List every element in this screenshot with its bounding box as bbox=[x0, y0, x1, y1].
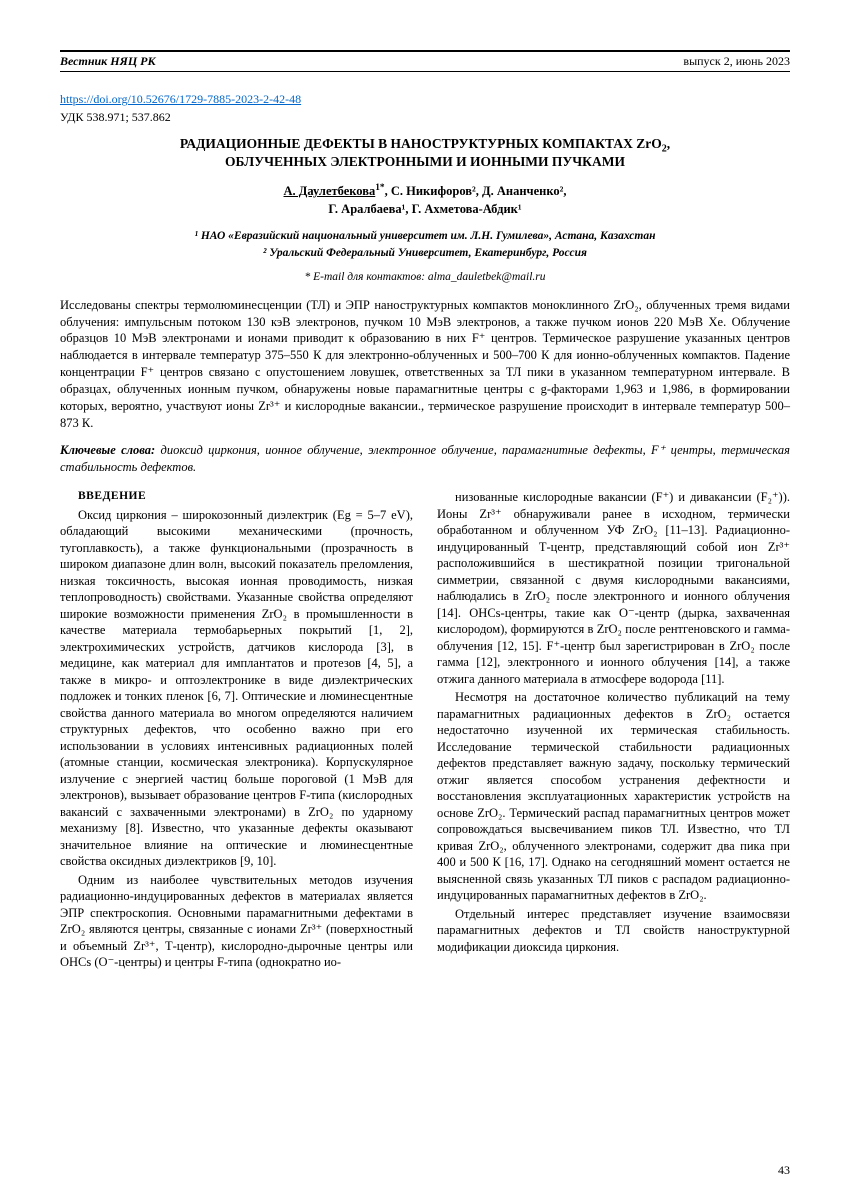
abstract: Исследованы спектры термолюминесценции (… bbox=[60, 297, 790, 432]
title-line-1: РАДИАЦИОННЫЕ ДЕФЕКТЫ В НАНОСТРУКТУРНЫХ К… bbox=[180, 136, 662, 151]
paragraph-5: Отдельный интерес представляет изучение … bbox=[437, 906, 790, 956]
lead-author: А. Даулетбекова bbox=[284, 184, 376, 198]
paragraph-3: низованные кислородные вакансии (F⁺) и д… bbox=[437, 489, 790, 687]
contact-email: * E-mail для контактов: alma_dauletbek@m… bbox=[60, 271, 790, 283]
title-sub: 2 bbox=[662, 144, 667, 155]
paragraph-4: Несмотря на достаточное количество публи… bbox=[437, 689, 790, 904]
email-label: * E-mail для контактов: bbox=[304, 271, 427, 283]
page-number: 43 bbox=[778, 1163, 790, 1178]
page-header: Вестник НЯЦ РК выпуск 2, июнь 2023 bbox=[60, 50, 790, 72]
journal-name: Вестник НЯЦ РК bbox=[60, 54, 156, 69]
paragraph-1: Оксид циркония – широкозонный диэлектрик… bbox=[60, 507, 413, 870]
issue-info: выпуск 2, июнь 2023 bbox=[683, 54, 790, 69]
authors-line-2: Г. Аралбаева¹, Г. Ахметова-Абдик¹ bbox=[328, 202, 521, 216]
article-title: РАДИАЦИОННЫЕ ДЕФЕКТЫ В НАНОСТРУКТУРНЫХ К… bbox=[60, 135, 790, 171]
title-line-2: ОБЛУЧЕННЫХ ЭЛЕКТРОННЫМИ И ИОННЫМИ ПУЧКАМ… bbox=[225, 154, 625, 169]
authors-rest: , С. Никифоров², Д. Ананченко², bbox=[385, 184, 567, 198]
email-value: alma_dauletbek@mail.ru bbox=[428, 271, 546, 283]
affiliations: ¹ НАО «Евразийский национальный универси… bbox=[60, 228, 790, 260]
body-columns: ВВЕДЕНИЕ Оксид циркония – широкозонный д… bbox=[60, 489, 790, 970]
keywords-text: диоксид циркония, ионное облучение, элек… bbox=[60, 443, 790, 474]
section-heading: ВВЕДЕНИЕ bbox=[60, 489, 413, 504]
page: Вестник НЯЦ РК выпуск 2, июнь 2023 https… bbox=[0, 0, 850, 1202]
doi-block: https://doi.org/10.52676/1729-7885-2023-… bbox=[60, 90, 790, 108]
keywords: Ключевые слова: диоксид циркония, ионное… bbox=[60, 442, 790, 476]
affiliation-2: ² Уральский Федеральный Университет, Ека… bbox=[263, 247, 587, 259]
doi-link[interactable]: https://doi.org/10.52676/1729-7885-2023-… bbox=[60, 92, 301, 106]
udk: УДК 538.971; 537.862 bbox=[60, 110, 790, 125]
authors: А. Даулетбекова1*, С. Никифоров², Д. Ана… bbox=[60, 183, 790, 218]
paragraph-2: Одним из наиболее чувствительных методов… bbox=[60, 872, 413, 971]
affiliation-1: ¹ НАО «Евразийский национальный универси… bbox=[195, 230, 656, 242]
keywords-label: Ключевые слова: bbox=[60, 443, 155, 457]
